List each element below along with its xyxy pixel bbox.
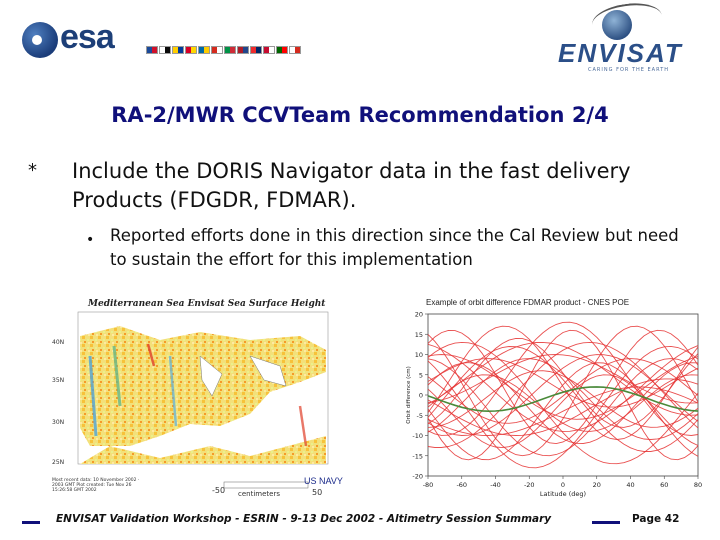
orbit-difference-line — [427, 321, 699, 436]
orbit-difference-line — [427, 362, 699, 461]
map-units-label: centimeters — [238, 490, 280, 498]
colorbar-min-label: -50 — [212, 486, 226, 495]
x-tick-label: 60 — [660, 481, 668, 489]
bullet-text: Include the DORIS Navigator data in the … — [72, 159, 631, 212]
map-title: Mediterranean Sea Envisat Sea Surface He… — [88, 299, 326, 309]
x-tick-label: -40 — [490, 481, 501, 489]
y-tick-label: 10 — [415, 351, 423, 359]
flag-icon — [224, 46, 236, 54]
envisat-logo-text: ENVISAT — [558, 38, 683, 68]
chart-plot: -20 -15 -10 -5 0 5 10 15 20 -80 -60 -40 -20 0 20 40 60 80… — [406, 311, 702, 499]
svg-text:35N: 35N — [52, 377, 64, 384]
map-note: Most recent data: 10 November 2002 · 200… — [52, 478, 140, 493]
footer-text: ENVISAT Validation Workshop - ESRIN - 9-… — [56, 513, 552, 525]
mean-difference-line — [427, 386, 699, 413]
flag-icon — [276, 46, 288, 54]
footer-bar-right — [592, 521, 620, 524]
orbit-difference-line — [427, 341, 699, 448]
orbit-difference-line — [427, 343, 699, 432]
flag-icon — [185, 46, 197, 54]
orbit-difference-line — [427, 329, 699, 461]
footer-bar-left — [22, 521, 40, 524]
orbit-difference-line — [427, 378, 699, 436]
orbit-difference-line — [427, 341, 699, 416]
orbit-difference-line — [427, 325, 699, 457]
colorbar-max-label: 50 — [312, 488, 323, 497]
globe-icon — [602, 10, 632, 40]
y-tick-label: -10 — [412, 432, 423, 440]
x-tick-label: 20 — [593, 481, 601, 489]
orbit-difference-line — [427, 358, 699, 440]
svg-text:40N: 40N — [52, 339, 64, 346]
sub-bullet-marker: • — [86, 232, 95, 248]
plot-frame — [427, 313, 699, 477]
y-tick-label: 15 — [415, 331, 423, 339]
orbit-difference-line — [427, 362, 699, 444]
member-state-flags — [146, 46, 301, 54]
esa-emblem-icon — [22, 22, 58, 58]
bullet-marker: * — [28, 160, 37, 181]
flag-icon — [172, 46, 184, 54]
envisat-tagline: CARING FOR THE EARTH — [588, 67, 670, 73]
x-axis-label: Latitude (deg) — [540, 490, 586, 498]
y-tick-label: -15 — [412, 452, 423, 460]
y-tick-label: 5 — [419, 371, 423, 379]
flag-icon — [146, 46, 158, 54]
x-tick-label: 0 — [561, 481, 565, 489]
flag-icon — [159, 46, 171, 54]
orbit-difference-chart: -20 -15 -10 -5 0 5 10 15 20 -80 -60 -40 -20 0 20 40 60 80… — [402, 292, 714, 504]
orbit-difference-line — [427, 346, 699, 452]
chart-title: Example of orbit difference FDMAR produc… — [426, 298, 630, 307]
esa-logo-text: esa — [60, 18, 115, 56]
slide-title: RA-2/MWR CCVTeam Recommendation 2/4 — [111, 103, 609, 127]
orbit-difference-line — [427, 325, 699, 440]
flag-icon — [237, 46, 249, 54]
y-tick-label: -20 — [412, 473, 423, 481]
orbit-difference-line — [427, 345, 699, 469]
esa-logo: esa — [22, 18, 312, 64]
orbit-difference-line — [427, 358, 699, 408]
orbit-difference-line — [427, 358, 699, 424]
y-axis-label: Orbit difference (cm) — [406, 366, 412, 424]
page-number: Page 42 — [632, 513, 680, 525]
map-source-label: US NAVY — [304, 476, 343, 486]
x-tick-label: 80 — [694, 481, 702, 489]
y-tick-label: -5 — [417, 412, 423, 420]
x-tick-label: -60 — [456, 481, 467, 489]
flag-icon — [289, 46, 301, 54]
flag-icon — [211, 46, 223, 54]
map-image: 40N 35N 30N 25N — [52, 311, 329, 489]
orbit-difference-line — [427, 337, 699, 428]
flag-icon — [263, 46, 275, 54]
orbit-difference-line — [427, 370, 699, 428]
y-tick-label: 20 — [415, 311, 423, 319]
sub-bullet-text: Reported efforts done in this direction … — [110, 226, 679, 269]
x-tick-label: -80 — [423, 481, 434, 489]
x-tick-label: -20 — [524, 481, 535, 489]
flag-icon — [250, 46, 262, 54]
flag-icon — [198, 46, 210, 54]
y-tick-label: 0 — [419, 392, 423, 400]
svg-text:25N: 25N — [52, 459, 64, 466]
orbit-difference-line — [427, 329, 699, 445]
envisat-logo: ENVISAT CARING FOR THE EARTH — [548, 0, 708, 74]
sea-surface-height-map: 40N 35N 30N 25N Mediterranean Sea Envisa… — [50, 296, 352, 498]
x-tick-label: 40 — [626, 481, 634, 489]
svg-text:30N: 30N — [52, 419, 64, 426]
